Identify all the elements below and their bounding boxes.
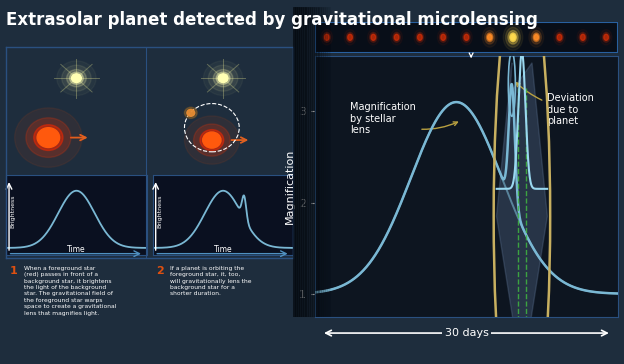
Circle shape — [72, 74, 81, 83]
Circle shape — [26, 118, 71, 157]
Bar — [293, 7, 295, 317]
Circle shape — [464, 34, 469, 40]
Circle shape — [344, 29, 356, 45]
Y-axis label: Magnification: Magnification — [285, 149, 295, 224]
Text: Time: Time — [214, 245, 232, 254]
Circle shape — [346, 32, 354, 42]
Circle shape — [324, 34, 329, 40]
Circle shape — [67, 70, 86, 87]
Text: Magnification
by stellar
lens: Magnification by stellar lens — [351, 102, 457, 135]
Circle shape — [393, 32, 401, 42]
Circle shape — [394, 34, 399, 40]
Circle shape — [510, 33, 516, 41]
Circle shape — [580, 34, 585, 40]
Bar — [319, 7, 321, 317]
Circle shape — [508, 31, 518, 44]
Circle shape — [218, 74, 228, 83]
Bar — [318, 7, 319, 317]
Circle shape — [34, 125, 63, 150]
Circle shape — [37, 128, 60, 147]
Circle shape — [62, 65, 91, 91]
Text: 1: 1 — [9, 266, 17, 276]
Circle shape — [557, 34, 562, 40]
Circle shape — [391, 29, 402, 45]
Circle shape — [416, 32, 424, 42]
Circle shape — [369, 32, 377, 42]
Circle shape — [461, 29, 472, 45]
Circle shape — [533, 33, 540, 41]
Circle shape — [371, 34, 376, 40]
Bar — [308, 7, 310, 317]
Circle shape — [505, 27, 520, 47]
Text: When a foreground star
(red) passes in front of a
background star, it brightens
: When a foreground star (red) passes in f… — [24, 266, 116, 316]
Circle shape — [485, 31, 495, 44]
Bar — [314, 7, 316, 317]
Bar — [327, 7, 329, 317]
Circle shape — [185, 116, 239, 164]
Circle shape — [216, 72, 230, 84]
Circle shape — [200, 130, 224, 151]
Circle shape — [577, 29, 588, 45]
Circle shape — [529, 27, 544, 47]
Circle shape — [511, 35, 515, 40]
Text: 2: 2 — [156, 266, 163, 276]
Circle shape — [15, 108, 82, 167]
Circle shape — [556, 32, 563, 42]
Circle shape — [600, 29, 612, 45]
Circle shape — [482, 27, 497, 47]
Bar — [325, 7, 327, 317]
Bar — [316, 7, 318, 317]
Circle shape — [348, 34, 353, 40]
Circle shape — [531, 31, 542, 44]
Circle shape — [463, 32, 470, 42]
Circle shape — [193, 124, 230, 156]
Circle shape — [579, 32, 587, 42]
Bar — [321, 7, 323, 317]
Bar — [329, 7, 331, 317]
Text: If a planet is orbiting the
foreground star, it, too,
will gravitationally lens : If a planet is orbiting the foreground s… — [170, 266, 252, 296]
Polygon shape — [497, 63, 547, 344]
Circle shape — [604, 34, 608, 40]
Text: Deviation
due to
planet: Deviation due to planet — [516, 83, 594, 126]
FancyBboxPatch shape — [315, 22, 618, 53]
Text: Time: Time — [67, 245, 85, 254]
Circle shape — [414, 29, 426, 45]
Circle shape — [185, 107, 197, 118]
Circle shape — [69, 72, 84, 84]
Text: Extrasolar planet detected by gravitational microlensing: Extrasolar planet detected by gravitatio… — [6, 11, 538, 29]
Bar — [312, 7, 314, 317]
Circle shape — [553, 29, 565, 45]
Circle shape — [213, 70, 233, 87]
Bar — [299, 7, 301, 317]
Bar — [295, 7, 297, 317]
Bar — [297, 7, 299, 317]
Circle shape — [534, 35, 539, 40]
Bar — [323, 7, 325, 317]
Circle shape — [187, 109, 195, 116]
Text: Brightness: Brightness — [11, 194, 16, 228]
Circle shape — [487, 33, 493, 41]
Circle shape — [321, 29, 333, 45]
Bar — [303, 7, 305, 317]
Circle shape — [441, 34, 446, 40]
Circle shape — [323, 32, 331, 42]
Bar — [305, 7, 306, 317]
Circle shape — [439, 32, 447, 42]
Circle shape — [503, 24, 523, 50]
Circle shape — [487, 35, 492, 40]
Text: Brightness: Brightness — [157, 194, 162, 228]
Circle shape — [437, 29, 449, 45]
Circle shape — [368, 29, 379, 45]
Bar — [306, 7, 308, 317]
Circle shape — [602, 32, 610, 42]
Circle shape — [417, 34, 422, 40]
Circle shape — [203, 132, 221, 148]
Circle shape — [208, 65, 238, 91]
Bar — [310, 7, 312, 317]
Text: 30 days: 30 days — [444, 328, 489, 338]
Bar — [301, 7, 303, 317]
